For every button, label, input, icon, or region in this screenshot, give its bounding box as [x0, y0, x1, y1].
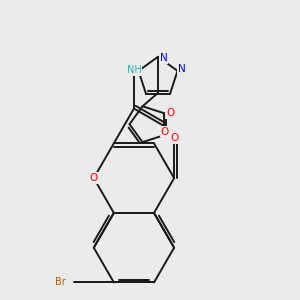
- Text: O: O: [160, 127, 169, 137]
- Text: O: O: [166, 108, 174, 118]
- Text: Br: Br: [55, 278, 66, 287]
- Text: N: N: [178, 64, 185, 74]
- Text: O: O: [170, 133, 178, 143]
- Text: NH: NH: [127, 65, 141, 75]
- Text: O: O: [90, 173, 98, 183]
- Text: N: N: [160, 53, 167, 63]
